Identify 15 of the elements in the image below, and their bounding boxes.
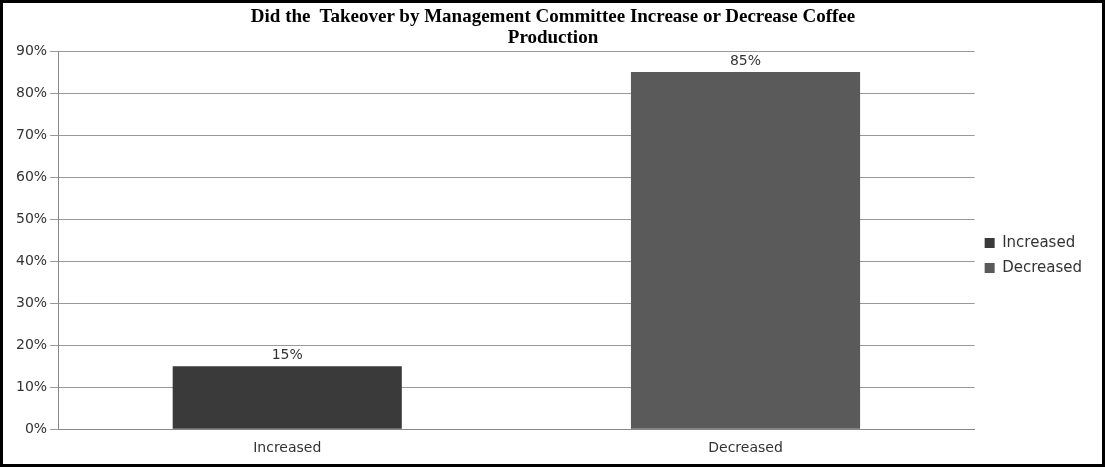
y-tick-label: 40%	[15, 251, 48, 268]
y-tick-label: 10%	[15, 377, 48, 394]
y-tick-label: 80%	[15, 83, 48, 100]
legend-label: Increased	[1002, 232, 1076, 251]
y-tick-label: 90%	[15, 41, 48, 58]
data-label: 85%	[729, 51, 762, 68]
y-tick-label: 60%	[15, 167, 48, 184]
legend-label: Decreased	[1002, 257, 1083, 276]
y-tick-label: 50%	[15, 209, 48, 226]
y-tick-label: 0%	[24, 419, 48, 436]
chart-title: Did the Takeover by Management Committee Increase or Decrease Coffee Production	[249, 5, 857, 47]
data-label: 15%	[271, 345, 303, 362]
y-tick-label: 70%	[15, 125, 48, 142]
y-tick-label: 30%	[15, 293, 48, 310]
y-tick-label: 20%	[15, 335, 48, 352]
